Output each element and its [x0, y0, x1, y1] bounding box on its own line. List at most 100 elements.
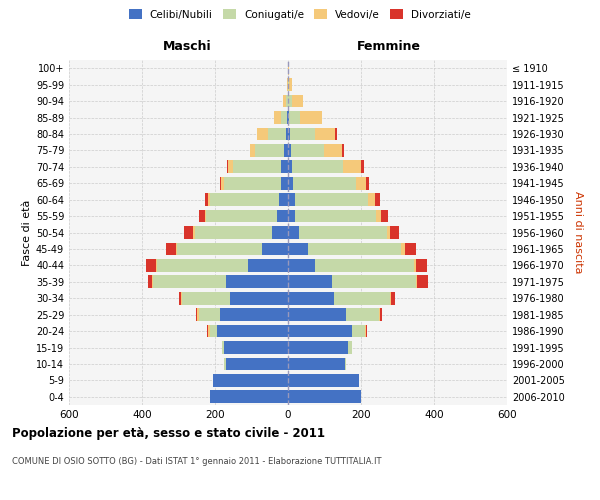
Bar	[272, 226, 288, 239]
Bar	[196, 308, 197, 321]
Bar	[288, 160, 292, 173]
Bar	[281, 160, 288, 173]
Bar	[335, 128, 337, 140]
Bar	[268, 128, 286, 140]
Bar	[228, 160, 233, 173]
Bar	[206, 210, 277, 222]
Text: Maschi: Maschi	[163, 40, 212, 53]
Bar	[221, 177, 224, 190]
Bar	[262, 242, 288, 256]
Bar	[250, 144, 255, 157]
Bar	[376, 210, 381, 222]
Bar	[209, 390, 288, 403]
Bar	[367, 177, 370, 190]
Bar	[166, 242, 176, 256]
Bar	[348, 341, 352, 354]
Bar	[193, 226, 195, 239]
Bar	[157, 259, 248, 272]
Bar	[300, 111, 322, 124]
Bar	[416, 276, 417, 288]
Bar	[293, 177, 356, 190]
Bar	[195, 226, 272, 239]
Bar	[208, 324, 209, 338]
Bar	[226, 276, 288, 288]
Bar	[208, 193, 209, 206]
Bar	[344, 358, 346, 370]
Bar	[233, 160, 281, 173]
Legend: Celibi/Nubili, Coniugati/e, Vedovi/e, Divorziati/e: Celibi/Nubili, Coniugati/e, Vedovi/e, Di…	[125, 5, 475, 24]
Bar	[292, 160, 343, 173]
Bar	[274, 111, 281, 124]
Bar	[299, 226, 386, 239]
Bar	[257, 128, 268, 140]
Bar	[223, 341, 224, 354]
Bar	[279, 193, 288, 206]
Bar	[255, 144, 284, 157]
Bar	[281, 177, 288, 190]
Bar	[288, 177, 293, 190]
Bar	[401, 242, 405, 256]
Bar	[284, 144, 288, 157]
Bar	[153, 276, 226, 288]
Bar	[289, 78, 292, 91]
Bar	[288, 226, 299, 239]
Bar	[199, 308, 220, 321]
Bar	[227, 160, 228, 173]
Bar	[288, 94, 292, 108]
Bar	[209, 193, 279, 206]
Bar	[155, 259, 157, 272]
Y-axis label: Fasce di età: Fasce di età	[22, 200, 32, 266]
Bar	[390, 226, 400, 239]
Bar	[316, 259, 414, 272]
Bar	[286, 94, 288, 108]
Bar	[352, 324, 365, 338]
Bar	[217, 324, 288, 338]
Bar	[288, 341, 348, 354]
Bar	[152, 276, 153, 288]
Bar	[334, 292, 390, 304]
Bar	[283, 94, 286, 108]
Bar	[288, 308, 346, 321]
Bar	[287, 78, 288, 91]
Bar	[381, 210, 388, 222]
Bar	[205, 193, 208, 206]
Bar	[179, 292, 181, 304]
Bar	[375, 193, 380, 206]
Bar	[288, 242, 308, 256]
Bar	[292, 94, 302, 108]
Bar	[343, 160, 361, 173]
Bar	[230, 292, 288, 304]
Bar	[390, 292, 391, 304]
Bar	[414, 259, 416, 272]
Bar	[288, 292, 334, 304]
Bar	[220, 177, 221, 190]
Bar	[365, 324, 366, 338]
Bar	[346, 308, 379, 321]
Bar	[224, 177, 281, 190]
Bar	[290, 128, 316, 140]
Bar	[391, 292, 395, 304]
Bar	[342, 144, 344, 157]
Bar	[361, 160, 364, 173]
Bar	[288, 128, 290, 140]
Bar	[295, 193, 368, 206]
Bar	[288, 78, 289, 91]
Bar	[332, 276, 416, 288]
Bar	[316, 128, 335, 140]
Bar	[405, 242, 416, 256]
Bar	[199, 210, 205, 222]
Bar	[181, 292, 182, 304]
Bar	[146, 259, 155, 272]
Bar	[209, 324, 217, 338]
Bar	[148, 276, 152, 288]
Bar	[288, 111, 289, 124]
Bar	[288, 324, 352, 338]
Bar	[288, 62, 289, 74]
Bar	[248, 259, 288, 272]
Bar	[366, 324, 367, 338]
Bar	[295, 210, 376, 222]
Bar	[288, 193, 295, 206]
Bar	[205, 210, 206, 222]
Bar	[289, 111, 300, 124]
Bar	[213, 374, 288, 387]
